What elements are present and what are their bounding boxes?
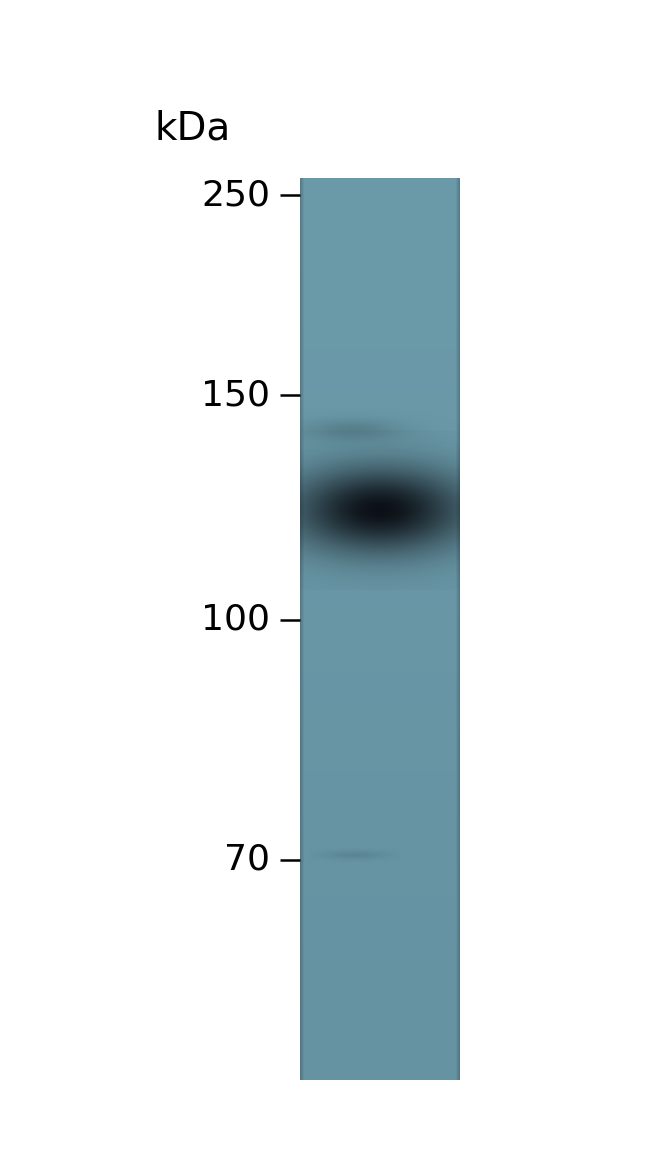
Text: 100: 100 [201,603,270,637]
Text: 150: 150 [201,378,270,412]
Text: 70: 70 [224,843,270,877]
Text: 250: 250 [201,178,270,212]
Text: kDa: kDa [155,110,231,148]
